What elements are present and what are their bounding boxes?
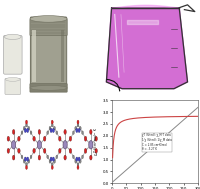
Circle shape [84,136,87,141]
Circle shape [50,128,52,132]
Circle shape [49,126,51,130]
Circle shape [77,163,79,166]
FancyArrowPatch shape [107,79,120,91]
Circle shape [56,155,58,159]
Circle shape [23,160,25,163]
Circle shape [51,120,53,124]
Ellipse shape [30,86,67,90]
Polygon shape [106,8,188,89]
Circle shape [64,155,66,160]
FancyBboxPatch shape [5,78,21,94]
Circle shape [76,128,78,132]
Circle shape [54,160,55,163]
Circle shape [63,141,67,149]
Circle shape [89,141,93,149]
Text: χT (fitted): χ_M·T data
1/χ (fitted): 1/χ_M data
C = 2.85 cm³K/mol
θ = -3.27 K: χT (fitted): χ_M·T data 1/χ (fitted): 1/… [142,133,172,151]
Circle shape [79,126,81,130]
Circle shape [33,136,35,141]
Ellipse shape [4,34,21,40]
Circle shape [38,155,41,160]
Circle shape [54,126,55,130]
Circle shape [24,128,26,132]
Circle shape [73,131,74,135]
Circle shape [30,131,32,135]
Circle shape [82,131,83,135]
Circle shape [23,126,25,130]
Circle shape [33,148,35,153]
Circle shape [77,166,79,169]
Circle shape [51,163,53,166]
Circle shape [69,136,72,141]
Circle shape [38,129,41,134]
Circle shape [26,166,27,169]
Circle shape [69,148,72,153]
Circle shape [18,136,20,141]
Circle shape [76,157,78,161]
Circle shape [95,136,97,141]
Circle shape [49,160,51,163]
Circle shape [90,155,92,160]
Circle shape [28,126,30,130]
Circle shape [47,155,49,159]
Circle shape [12,141,16,149]
Circle shape [43,136,46,141]
Circle shape [79,160,81,163]
Circle shape [30,155,32,159]
Circle shape [28,160,30,163]
Circle shape [78,157,80,161]
Circle shape [51,123,53,127]
Circle shape [43,148,46,153]
Circle shape [59,136,61,141]
Circle shape [50,157,52,161]
Circle shape [64,129,66,134]
Circle shape [75,126,77,130]
Circle shape [7,148,10,153]
Circle shape [73,155,74,159]
FancyBboxPatch shape [30,17,67,90]
Circle shape [27,157,29,161]
Circle shape [84,148,87,153]
Circle shape [77,123,79,127]
Circle shape [51,166,53,169]
Circle shape [75,160,77,163]
Circle shape [7,136,10,141]
Circle shape [21,131,23,135]
Circle shape [21,155,23,159]
Circle shape [82,155,83,159]
Circle shape [12,155,15,160]
FancyBboxPatch shape [30,84,67,92]
Y-axis label: $\chi_M T$ / cm$^3$ mol$^{-1}$ K: $\chi_M T$ / cm$^3$ mol$^{-1}$ K [93,127,101,156]
Circle shape [52,128,54,132]
Circle shape [26,163,27,166]
Circle shape [52,157,54,161]
Circle shape [26,123,27,127]
Circle shape [37,141,41,149]
Circle shape [56,131,58,135]
Ellipse shape [30,16,67,22]
Circle shape [59,148,61,153]
Circle shape [90,129,92,134]
Bar [61,30,64,82]
Bar [32,30,36,82]
Circle shape [24,157,26,161]
Circle shape [27,128,29,132]
Circle shape [26,120,27,124]
Circle shape [18,148,20,153]
Circle shape [12,129,15,134]
Circle shape [95,148,97,153]
Ellipse shape [5,77,20,81]
FancyBboxPatch shape [30,19,67,36]
Circle shape [47,131,49,135]
FancyBboxPatch shape [3,36,22,74]
Circle shape [78,128,80,132]
Circle shape [77,120,79,124]
